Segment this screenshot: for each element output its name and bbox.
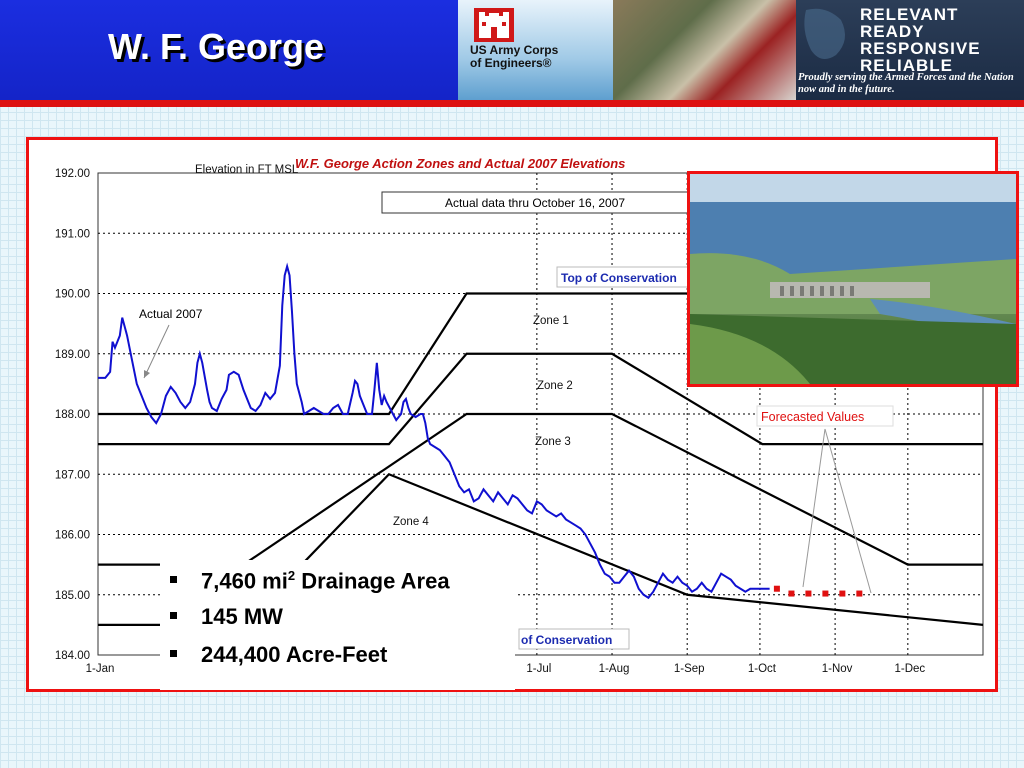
y-tick-label: 184.00 [55,650,90,662]
series-layer [98,262,863,600]
y-tick-label: 191.00 [55,228,90,240]
fact-label: Drainage Area [295,568,450,594]
fact-storage: 244,400 Acre-Feet [170,642,387,672]
fact-capacity: 145 MW [170,604,283,634]
forecast-point [856,590,863,597]
y-tick-label: 188.00 [55,409,90,421]
x-tick-label: 1-Nov [822,663,853,675]
actual-data-note-text: Actual data thru October 16, 2007 [445,196,625,210]
fact-drainage-area: 7,460 mi2 Drainage Area [170,568,450,598]
bullet-icon [170,649,177,657]
org-line-1: US Army Corps [470,43,559,57]
x-tick-label: 1-Sep [674,663,705,675]
dam-photo [687,171,1019,387]
y-axis-label: Elevation in FT MSL [195,164,299,176]
y-tick-label: 185.00 [55,590,90,602]
slogan-line-3: RESPONSIVE [860,39,981,58]
slogan-subtitle: Proudly serving the Armed Forces and the… [798,72,1014,95]
bottom-conservation-label: of Conservation [518,628,630,650]
zone-4-label: Zone 4 [393,516,429,528]
fact-value: 7,460 mi [201,568,288,594]
facts-list: 7,460 mi2 Drainage Area 145 MW 244,400 A… [160,560,515,690]
dam-illustration [690,174,1016,384]
zone-2-label: Zone 2 [537,380,573,392]
globe-graphic-icon [804,8,845,59]
top-conservation-label: Top of Conservation [556,266,698,288]
actual-2007-label: Actual 2007 [139,307,203,321]
y-tick-label: 190.00 [55,289,90,301]
slogan-line-1: RELEVANT [860,5,959,24]
org-line-2: of Engineers® [470,56,552,70]
y-tick-label: 186.00 [55,530,90,542]
actual-2007-callout: Actual 2007 [135,305,219,379]
forecast-point [822,590,829,597]
x-tick-label: 1-Aug [599,663,630,675]
logo-panel: US Army Corps of Engineers® [458,0,613,100]
zone-line [98,352,983,446]
x-tick-label: 1-Dec [894,663,925,675]
series-line-actual [98,262,770,600]
organization-name: US Army Corps of Engineers® [470,44,605,70]
actual-data-note: Actual data thru October 16, 2007 [381,191,689,214]
bullet-icon [170,611,177,619]
slogan-line-4: RELIABLE [860,56,953,75]
forecast-point [839,590,846,597]
forecast-point [773,585,780,592]
y-tick-label: 187.00 [55,469,90,481]
slogan-panel: RELEVANT READY RESPONSIVE RELIABLE Proud… [796,0,1024,100]
x-tick-label: 1-Oct [748,663,777,675]
slogan-line-2: READY [860,22,925,41]
chart-title: W.F. George Action Zones and Actual 2007… [295,156,625,171]
header-divider [0,100,1024,107]
header-banner: W. F. George US Army Corps of Engineers®… [0,0,1024,100]
forecast-label: Forecasted Values [761,410,864,424]
bullet-icon [170,576,177,584]
forecast-point [788,590,795,597]
zone-3-label: Zone 3 [535,436,571,448]
axis-layer: 184.00 185.00 186.00 187.00 188.00 189.00 190.… [55,168,926,675]
x-tick-label: 1-Jul [526,663,551,675]
fact-value: 145 MW [201,604,283,629]
personnel-photo [613,0,796,100]
castle-logo-icon [474,8,514,42]
slogan-lines: RELEVANT READY RESPONSIVE RELIABLE [860,6,981,74]
bottom-conservation-text: of Conservation [521,633,612,647]
fact-superscript: 2 [287,568,296,583]
title-band: W. F. George [0,0,458,100]
forecast-point [805,590,812,597]
top-conservation-text: Top of Conservation [561,271,677,285]
y-tick-label: 192.00 [55,168,90,180]
x-tick-label: 1-Jan [86,663,115,675]
forecast-callout: Forecasted Values [756,405,894,594]
page-title: W. F. George [108,26,325,67]
fact-value: 244,400 Acre-Feet [201,642,388,667]
zone-1-label: Zone 1 [533,315,569,327]
y-tick-label: 189.00 [55,349,90,361]
